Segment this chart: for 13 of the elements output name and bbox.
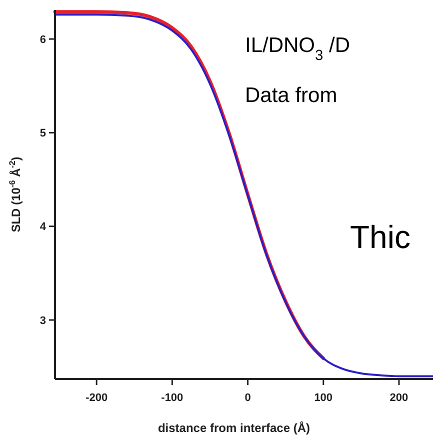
annotation: Thic	[350, 219, 410, 255]
x-tick-label: -200	[86, 392, 108, 404]
x-axis-title: distance from interface (Å)	[158, 421, 310, 435]
x-tick-label: 200	[390, 392, 408, 404]
y-tick-label: 6	[40, 34, 46, 46]
y-tick-label: 3	[40, 314, 46, 327]
annotation: IL/DNO$_{3}$ /D	[245, 34, 350, 64]
annotation: Data from	[245, 84, 338, 107]
x-tick-label: -100	[161, 392, 184, 404]
y-tick-label: 4	[40, 221, 47, 234]
y-tick-label: 5	[40, 128, 46, 140]
x-tick-label: 0	[244, 392, 251, 404]
x-tick-label: 100	[314, 392, 333, 404]
